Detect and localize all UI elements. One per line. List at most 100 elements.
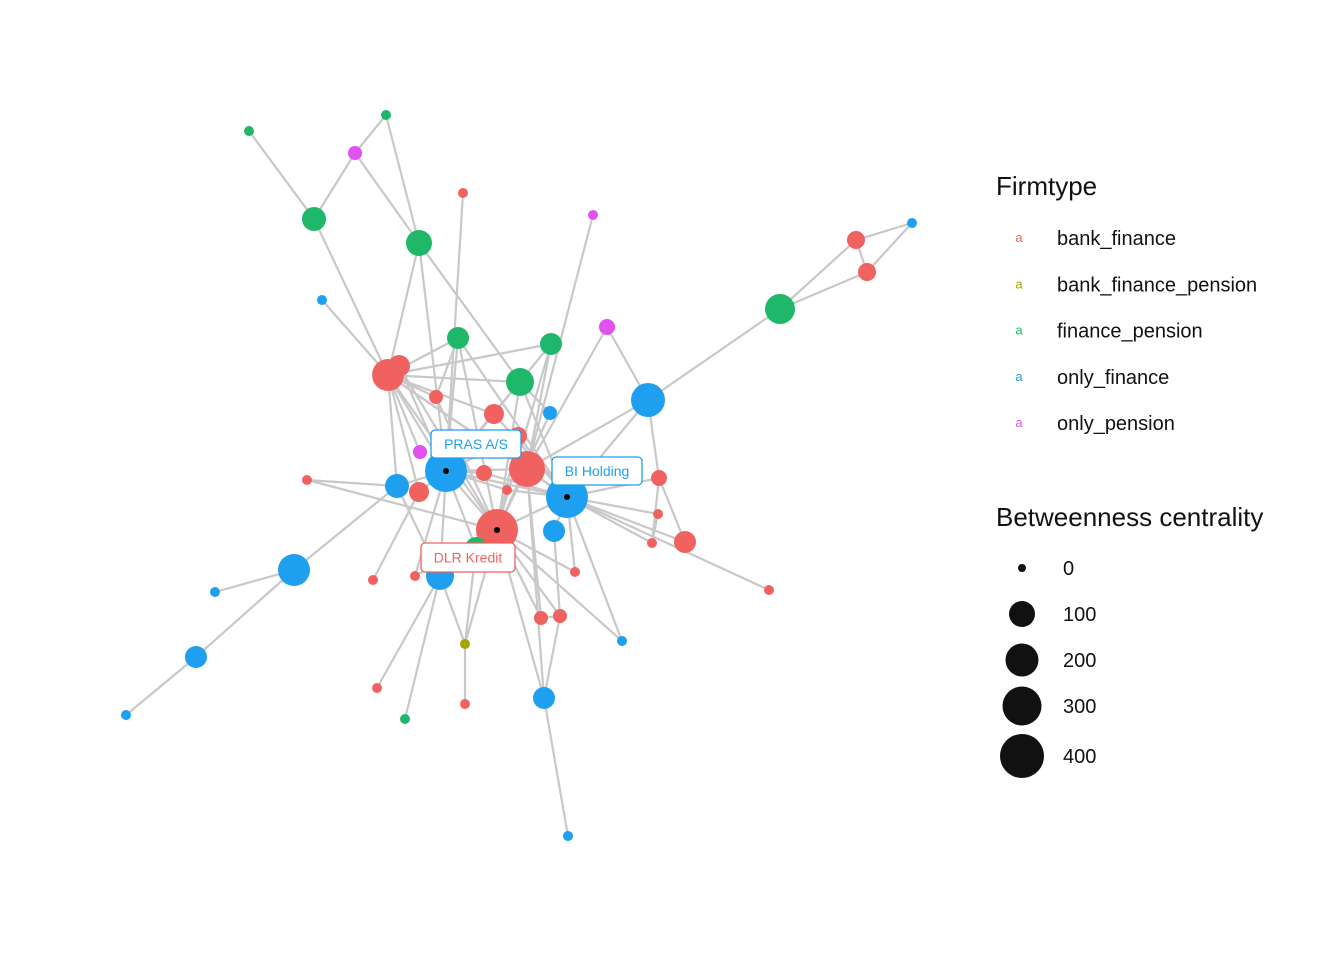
network-edge [526,399,649,470]
legend-size-label: 200 [1063,650,1096,672]
legend-size-key [1009,601,1035,627]
labelled-node-dot [494,527,500,533]
network-edge [354,152,420,244]
network-edge [313,152,356,220]
legend-firmtype-key: a [1015,230,1023,245]
legend-firmtype-title: Firmtype [996,171,1097,201]
node-labels: PRAS A/S BI Holding DLR Kredit [420,429,643,573]
node-label-box [420,542,516,573]
legend-firmtype-label: bank_finance [1057,228,1176,250]
network-node-bank-finance [674,531,696,553]
network-edge [457,337,568,498]
network-edge [542,615,562,699]
network-node-bank-finance [388,355,410,377]
legend-size-label: 400 [1063,746,1096,768]
network-edge [403,575,442,720]
network-node-bank-finance [502,485,512,495]
network-node-bank-finance [410,571,420,581]
network-node-finance-pension [447,327,469,349]
network-edge [496,529,623,642]
legend-firmtype-label: bank_finance_pension [1057,274,1257,296]
legend-size-label: 0 [1063,558,1074,580]
network-node-bank-finance [429,390,443,404]
legend-firmtype-key: a [1015,276,1023,291]
network-edge [321,299,389,376]
network-node-finance-pension [400,714,410,724]
node-label-text: BI Holding [565,463,630,479]
network-node-only-finance [533,687,555,709]
network-node-only-finance [185,646,207,668]
network-edge [354,114,387,154]
network-node-finance-pension [406,230,432,256]
legend-size-label: 300 [1063,696,1096,718]
legend-firmtype-label: only_finance [1057,367,1169,389]
network-edge [125,656,197,716]
legend-size: Betweenness centrality 0 100 200 300 400 [996,502,1263,778]
network-edge [552,530,562,617]
network-edge [526,326,608,470]
network-nodes [121,110,917,841]
network-node-only-finance [563,831,573,841]
network-edge [387,373,521,384]
network-edge [525,343,553,470]
network-edge [779,239,857,310]
network-node-finance-pension [244,126,254,136]
labelled-node-dot [443,468,449,474]
network-node-bank-finance [476,465,492,481]
network-node-bank-finance [458,188,468,198]
network-node-finance-pension [381,110,391,120]
network-node-bank-finance [534,611,548,625]
network-edge [386,242,421,376]
legend-firmtype-key: a [1015,369,1023,384]
network-edge [566,495,686,544]
network-node-bank-finance [553,609,567,623]
network-edge [386,374,399,487]
legend-firmtype-label: only_pension [1057,413,1175,435]
network-node-bank-finance [764,585,774,595]
network-node-bank-finance [409,482,429,502]
network-node-only-finance [278,554,310,586]
network-node-bank-finance [651,470,667,486]
network-edge [384,114,421,244]
network-edge [855,221,913,242]
network-edge [293,485,398,571]
network-edge [435,396,498,531]
network-edge [565,496,624,642]
network-node-bank-finance-pension [460,639,470,649]
legend-size-title: Betweenness centrality [996,502,1263,532]
network-edge [195,569,295,658]
legend-size-key [1005,643,1039,677]
network-edge [525,468,546,699]
network-node-only-finance [617,636,627,646]
network-node-only-finance [317,295,327,305]
network-edge [566,496,770,591]
network-edge [418,242,521,383]
network-edge [306,478,498,532]
network-node-bank-finance [484,404,504,424]
legend-size-label: 100 [1063,604,1096,626]
legend-size-key [1002,686,1042,726]
network-node-only-pension [348,146,362,160]
network-edge [376,575,441,689]
network-node-only-finance [631,383,665,417]
legend-size-key [1018,564,1026,572]
network-edge [387,342,552,377]
network-node-bank-finance [647,538,657,548]
network-edge [248,130,315,220]
network-node-only-finance [543,520,565,542]
network-node-only-finance [543,406,557,420]
legend-firmtype-label: finance_pension [1057,321,1203,343]
network-node-finance-pension [302,207,326,231]
network-node-only-finance [907,218,917,228]
network-edge [306,478,398,488]
network-edge [647,308,781,401]
network-node-bank-finance [847,231,865,249]
network-edge [386,374,421,493]
labelled-node-dot [564,494,570,500]
network-node-only-finance [121,710,131,720]
network-edge [866,222,913,273]
network-node-bank-finance [509,451,545,487]
network-node-finance-pension [765,294,795,324]
